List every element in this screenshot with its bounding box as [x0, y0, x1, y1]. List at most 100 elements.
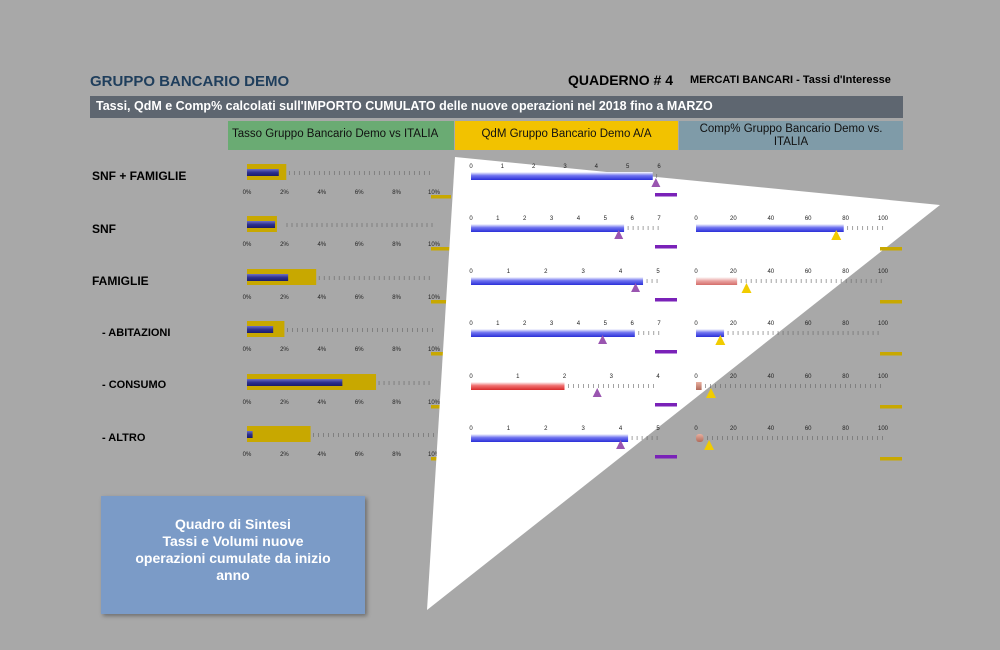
qdm-bar: [471, 329, 635, 337]
comp-note-chip: [880, 457, 902, 461]
comp-bar: [696, 434, 704, 442]
qdm-marker: [614, 230, 624, 239]
summary-line3: operazioni cumulate da inizio: [135, 550, 331, 566]
qdm-tick-label: 3: [582, 426, 586, 432]
qdm-note-chip: [655, 245, 677, 249]
comp-marker: [705, 388, 716, 398]
rate-tick-label: 4%: [317, 242, 326, 248]
qdm-tick-label: 2: [523, 321, 527, 327]
qdm-tick-label: 5: [604, 216, 608, 222]
comp-tick-label: 0: [694, 374, 698, 380]
comp-tick-label: 60: [805, 321, 812, 327]
comp-tick-label: 80: [842, 321, 849, 327]
comp-column-header: Comp% Gruppo Bancario Demo vs. ITALIA: [679, 121, 903, 150]
rate-tick-label: 4%: [317, 190, 326, 196]
qdm-tick-label: 2: [523, 216, 527, 222]
qdm-tick-label: 5: [656, 269, 660, 275]
qdm-marker: [598, 335, 608, 344]
rate-tick-label: 4%: [317, 347, 326, 353]
subtitle-banner: Tassi, QdM e Comp% calcolati sull'IMPORT…: [90, 96, 903, 118]
qdm-tick-label: 2: [544, 269, 548, 275]
comp-tick-label: 0: [694, 216, 698, 222]
rate-tick-label: 0%: [243, 347, 252, 353]
qdm-tick-label: 3: [550, 321, 554, 327]
comp-tick-label: 60: [805, 269, 812, 275]
rate-tick-label: 8%: [392, 452, 401, 458]
rate-tick-label: 10%: [428, 190, 441, 196]
qdm-note-chip: [655, 403, 677, 407]
rate-charts: 0% 2% 4% 6% 8% 10% 0% 2% 4% 6% 8% 10% 0% 2% 4% 6% 8% 10% 0…: [243, 164, 451, 461]
row-label-consumo: - CONSUMO: [102, 379, 167, 391]
comp-marker: [704, 440, 715, 450]
comp-tick-label: 100: [878, 426, 889, 432]
qdm-tick-label: 6: [657, 164, 661, 170]
qdm-tick-label: 1: [501, 164, 505, 170]
rate-tick-label: 2%: [280, 400, 289, 406]
comp-bar: [696, 382, 702, 390]
comp-tick-label: 100: [878, 269, 889, 275]
qdm-bar: [471, 382, 565, 390]
rate-tick-label: 8%: [392, 400, 401, 406]
comp-charts-overlay: 0 20 40 60 80 100 0 20 40 60 80 100 0 20 40 60 80 100 0 20 4…: [694, 216, 902, 461]
qdm-tick-label: 1: [507, 269, 511, 275]
rate-column-header: Tasso Gruppo Bancario Demo vs ITALIA: [228, 121, 454, 150]
rate-tick-label: 10%: [428, 400, 441, 406]
comp-tick-label: 20: [730, 374, 737, 380]
comp-bar: [696, 329, 725, 337]
summary-line1: Quadro di Sintesi: [175, 516, 291, 532]
qdm-tick-label: 0: [469, 216, 473, 222]
comp-bar: [696, 224, 844, 232]
comp-tick-label: 0: [694, 321, 698, 327]
rate-bar-italia: [247, 426, 311, 442]
qdm-tick-label: 0: [469, 321, 473, 327]
qdm-bar: [471, 172, 653, 180]
qdm-note-chip: [655, 350, 677, 354]
rate-tick-label: 10%: [428, 295, 441, 301]
comp-bar: [696, 277, 738, 285]
qdm-tick-label: 5: [626, 164, 630, 170]
qdm-tick-label: 4: [619, 426, 623, 432]
row-label-altro: - ALTRO: [102, 432, 146, 444]
comp-header-line1: Comp% Gruppo Bancario Demo vs.: [699, 123, 883, 135]
rate-bar-gruppo: [247, 379, 343, 386]
qdm-tick-label: 4: [577, 216, 581, 222]
comp-tick-label: 20: [730, 269, 737, 275]
rate-tick-label: 6%: [355, 452, 364, 458]
qdm-tick-label: 4: [656, 374, 660, 380]
qdm-tick-label: 3: [610, 374, 614, 380]
qdm-tick-label: 0: [469, 164, 473, 170]
rate-tick-label: 4%: [317, 400, 326, 406]
rate-tick-label: 0%: [243, 400, 252, 406]
summary-box[interactable]: Quadro di Sintesi Tassi e Volumi nuove o…: [101, 496, 365, 614]
rate-bar-gruppo: [247, 274, 289, 281]
qdm-tick-label: 3: [582, 269, 586, 275]
page-title: GRUPPO BANCARIO DEMO: [90, 73, 290, 90]
rate-tick-label: 2%: [280, 242, 289, 248]
row-label-snf: SNF: [92, 222, 116, 236]
qdm-tick-label: 0: [469, 269, 473, 275]
comp-tick-label: 40: [767, 216, 774, 222]
rate-tick-label: 4%: [317, 452, 326, 458]
qdm-note-chip: [655, 298, 677, 302]
comp-marker: [741, 283, 752, 293]
comp-tick-label: 60: [805, 426, 812, 432]
summary-line4: anno: [216, 567, 250, 583]
comp-tick-label: 60: [805, 216, 812, 222]
rate-tick-label: 6%: [355, 400, 364, 406]
comp-marker: [831, 230, 842, 240]
qdm-note-chip: [655, 455, 677, 459]
rate-tick-label: 10%: [428, 452, 441, 458]
qdm-tick-label: 2: [563, 374, 567, 380]
rate-tick-label: 8%: [392, 190, 401, 196]
comp-tick-label: 40: [767, 374, 774, 380]
qdm-tick-label: 1: [496, 321, 500, 327]
rate-tick-label: 6%: [355, 347, 364, 353]
comp-tick-label: 20: [730, 216, 737, 222]
qdm-bar: [471, 277, 644, 285]
qdm-marker: [616, 440, 626, 449]
comp-note-chip: [880, 247, 902, 251]
rate-note-chip: [431, 300, 451, 304]
qdm-tick-label: 2: [544, 426, 548, 432]
rate-tick-label: 6%: [355, 295, 364, 301]
